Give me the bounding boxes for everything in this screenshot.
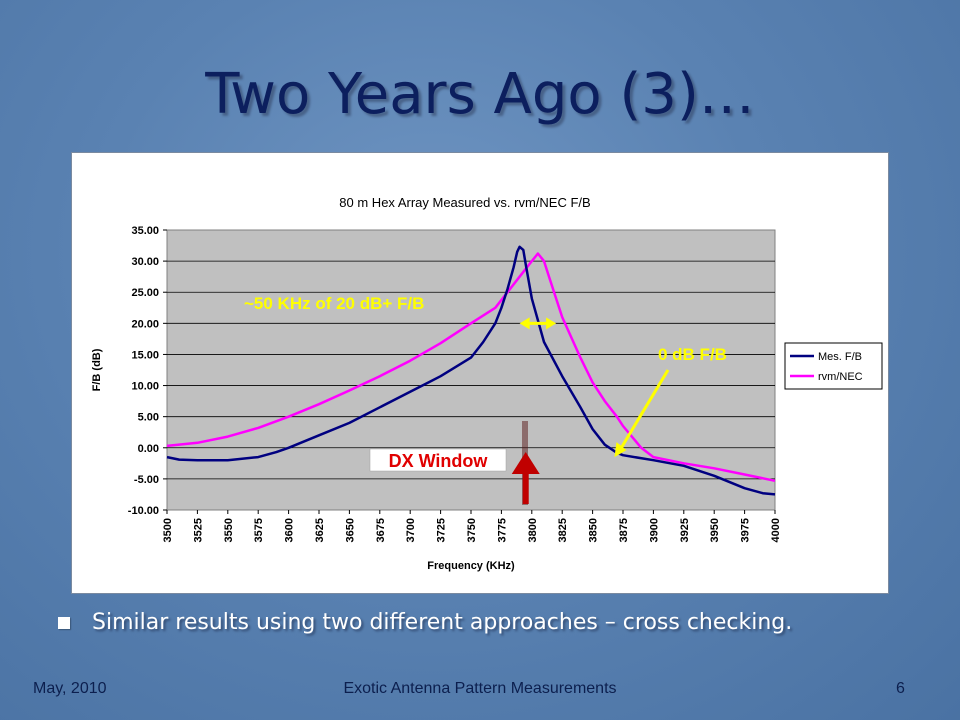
footer-page-number: 6 xyxy=(896,680,905,697)
x-tick-label: 3550 xyxy=(223,518,235,542)
footer-date: May, 2010 xyxy=(33,680,107,697)
x-tick-label: 3525 xyxy=(192,518,204,542)
arrowhead xyxy=(614,442,627,458)
arrowhead xyxy=(519,317,530,330)
bullet-marker xyxy=(58,616,70,629)
y-tick-label: 5.00 xyxy=(138,412,159,424)
y-tick-label: 0.00 xyxy=(138,443,159,455)
series-line-model xyxy=(166,252,776,483)
legend-label: Mes. F/B xyxy=(818,351,862,363)
x-axis-label: Frequency (KHz) xyxy=(427,560,515,572)
x-tick-label: 3850 xyxy=(588,518,600,542)
y-tick-label: -5.00 xyxy=(134,474,159,486)
x-tick-label: 4000 xyxy=(770,518,782,542)
x-tick-label: 3650 xyxy=(344,518,356,542)
arrowhead xyxy=(511,452,540,474)
chart: 80 m Hex Array Measured vs. rvm/NEC F/B … xyxy=(91,195,883,572)
x-tick-label: 3750 xyxy=(466,518,478,542)
x-tick-label: 3725 xyxy=(436,518,448,542)
legend-box xyxy=(784,342,883,390)
bullet-text: Similar results using two different appr… xyxy=(92,610,793,635)
legend-label: rvm/NEC xyxy=(818,371,863,383)
x-tick-label: 3775 xyxy=(496,518,508,542)
y-tick-labels: 35.00 30.00 25.00 20.00 15.00 10.00 5.00 0.00 -5… xyxy=(128,225,167,517)
x-tick-label: 3500 xyxy=(162,518,174,542)
x-tick-label: 3625 xyxy=(314,518,326,542)
annotations: ~50 KHz of 20 dB+ F/B 0 dB F/B DX Window xyxy=(244,294,727,505)
y-tick-label: 10.00 xyxy=(131,381,159,393)
footer-title: Exotic Antenna Pattern Measurements xyxy=(343,680,617,697)
y-tick-label: 15.00 xyxy=(131,349,159,361)
x-tick-label: 3675 xyxy=(375,518,387,542)
y-axis-label: F/B (dB) xyxy=(91,348,103,391)
x-tick-label: 3600 xyxy=(284,518,296,542)
x-tick-labels: 3500 3525 3550 3575 3600 3625 3650 3675 3700 3725… xyxy=(162,510,782,542)
annotation-zero-fb-label: 0 dB F/B xyxy=(658,345,727,364)
x-tick-label: 3925 xyxy=(679,518,691,542)
x-tick-label: 3875 xyxy=(618,518,630,542)
x-tick-label: 3800 xyxy=(527,518,539,542)
y-tick-label: -10.00 xyxy=(128,505,159,517)
x-tick-label: 3975 xyxy=(740,518,752,542)
slide-title: Two Years Ago (3)… xyxy=(205,62,755,127)
x-tick-label: 3700 xyxy=(405,518,417,542)
legend: Mes. F/B rvm/NEC xyxy=(784,342,883,390)
bullet-item: Similar results using two different appr… xyxy=(58,610,938,635)
y-tick-label: 25.00 xyxy=(131,287,159,299)
x-tick-label: 3950 xyxy=(709,518,721,542)
series-lines xyxy=(166,245,776,496)
x-tick-label: 3575 xyxy=(253,518,265,542)
y-tick-label: 30.00 xyxy=(131,256,159,268)
chart-title: 80 m Hex Array Measured vs. rvm/NEC F/B xyxy=(339,195,590,210)
annotation-bandwidth-label: ~50 KHz of 20 dB+ F/B xyxy=(244,294,424,313)
chart-frame: 80 m Hex Array Measured vs. rvm/NEC F/B … xyxy=(71,152,889,594)
series-line-measured xyxy=(166,245,776,496)
dx-window-label-box xyxy=(369,448,507,472)
dx-window-label: DX Window xyxy=(389,451,489,471)
x-tick-label: 3825 xyxy=(557,518,569,542)
arrowhead xyxy=(546,317,557,330)
annotation-zero-fb-arrow xyxy=(619,369,670,450)
gridlines xyxy=(167,260,775,480)
y-tick-label: 20.00 xyxy=(131,318,159,330)
x-tick-label: 3900 xyxy=(648,518,660,542)
y-tick-label: 35.00 xyxy=(131,225,159,237)
